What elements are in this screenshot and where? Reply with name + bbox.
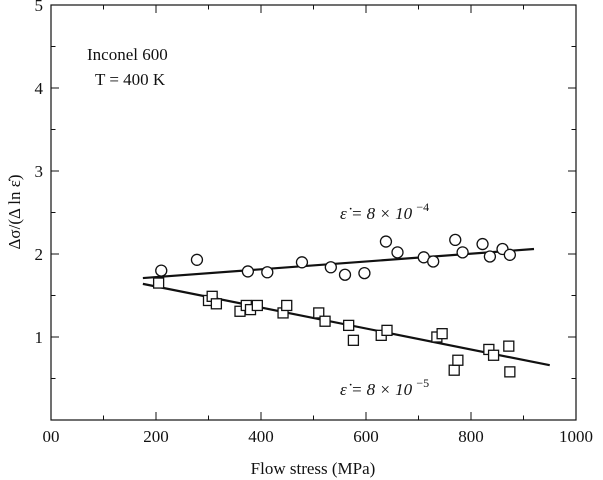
- square-data-point: [487, 349, 500, 361]
- square-data-point: [251, 299, 263, 312]
- square-data-point: [448, 364, 460, 376]
- circle-fit-line: [142, 247, 535, 280]
- y-tick-label: 2: [35, 245, 44, 264]
- square-data-point: [452, 354, 464, 366]
- circle-data-point: [261, 266, 274, 279]
- y-axis-label: Δσ/(Δ ln ε̇): [5, 175, 24, 250]
- circle-data-point: [456, 246, 469, 259]
- square-data-point: [281, 299, 293, 312]
- rate-label-low-exponent: −5: [416, 376, 429, 390]
- square-data-point: [347, 334, 360, 346]
- rate-label-low-base: ε̇ = 8 × 10: [340, 380, 413, 399]
- circle-data-point: [324, 261, 337, 274]
- y-tick-label: 5: [35, 0, 44, 15]
- circle-data-point: [155, 264, 168, 277]
- x-tick-label: 00: [43, 427, 60, 446]
- square-data-point: [152, 277, 165, 289]
- square-data-point: [381, 324, 393, 337]
- square-data-point: [319, 315, 331, 327]
- circle-data-point: [241, 265, 255, 278]
- y-tick-label: 1: [35, 328, 44, 347]
- circle-data-point: [338, 268, 352, 281]
- circle-data-point: [379, 235, 393, 248]
- rate-label-low: ε̇ = 8 × 10 −5: [340, 376, 429, 399]
- material-label: Inconel 600: [87, 45, 168, 64]
- square-data-point: [503, 340, 515, 352]
- x-axis-label: Flow stress (MPa): [251, 459, 376, 478]
- square-data-point: [210, 298, 223, 310]
- square-data-point: [313, 307, 325, 319]
- x-tick-label: 800: [458, 427, 484, 446]
- circle-data-point: [476, 237, 489, 251]
- circle-data-point: [391, 246, 404, 259]
- x-tick-label: 200: [143, 427, 169, 446]
- axis-tick-labels: 00 200 400 600 800 1000 1 2 3 4 5: [35, 0, 594, 446]
- circle-data-point: [449, 233, 462, 247]
- series-layer: [142, 233, 550, 378]
- circle-data-point: [190, 253, 204, 266]
- square-data-point: [436, 328, 448, 340]
- square-data-point: [504, 366, 516, 378]
- circle-data-point: [503, 248, 517, 261]
- circle-data-point: [427, 255, 440, 268]
- temperature-label: T = 400 K: [95, 70, 166, 89]
- axis-ticks: [50, 4, 577, 421]
- x-tick-label: 400: [248, 427, 274, 446]
- rate-label-high-base: ε̇ = 8 × 10: [340, 204, 413, 223]
- rate-label-high: ε̇ = 8 × 10 −4: [340, 200, 429, 223]
- circle-data-point: [358, 266, 371, 280]
- circle-data-point: [483, 250, 497, 263]
- y-tick-label: 3: [35, 162, 44, 181]
- y-tick-label: 4: [35, 79, 44, 98]
- x-tick-label: 1000: [559, 427, 593, 446]
- square-data-point: [343, 319, 355, 332]
- x-tick-label: 600: [353, 427, 379, 446]
- circle-data-point: [295, 256, 309, 269]
- rate-label-high-exponent: −4: [416, 200, 429, 214]
